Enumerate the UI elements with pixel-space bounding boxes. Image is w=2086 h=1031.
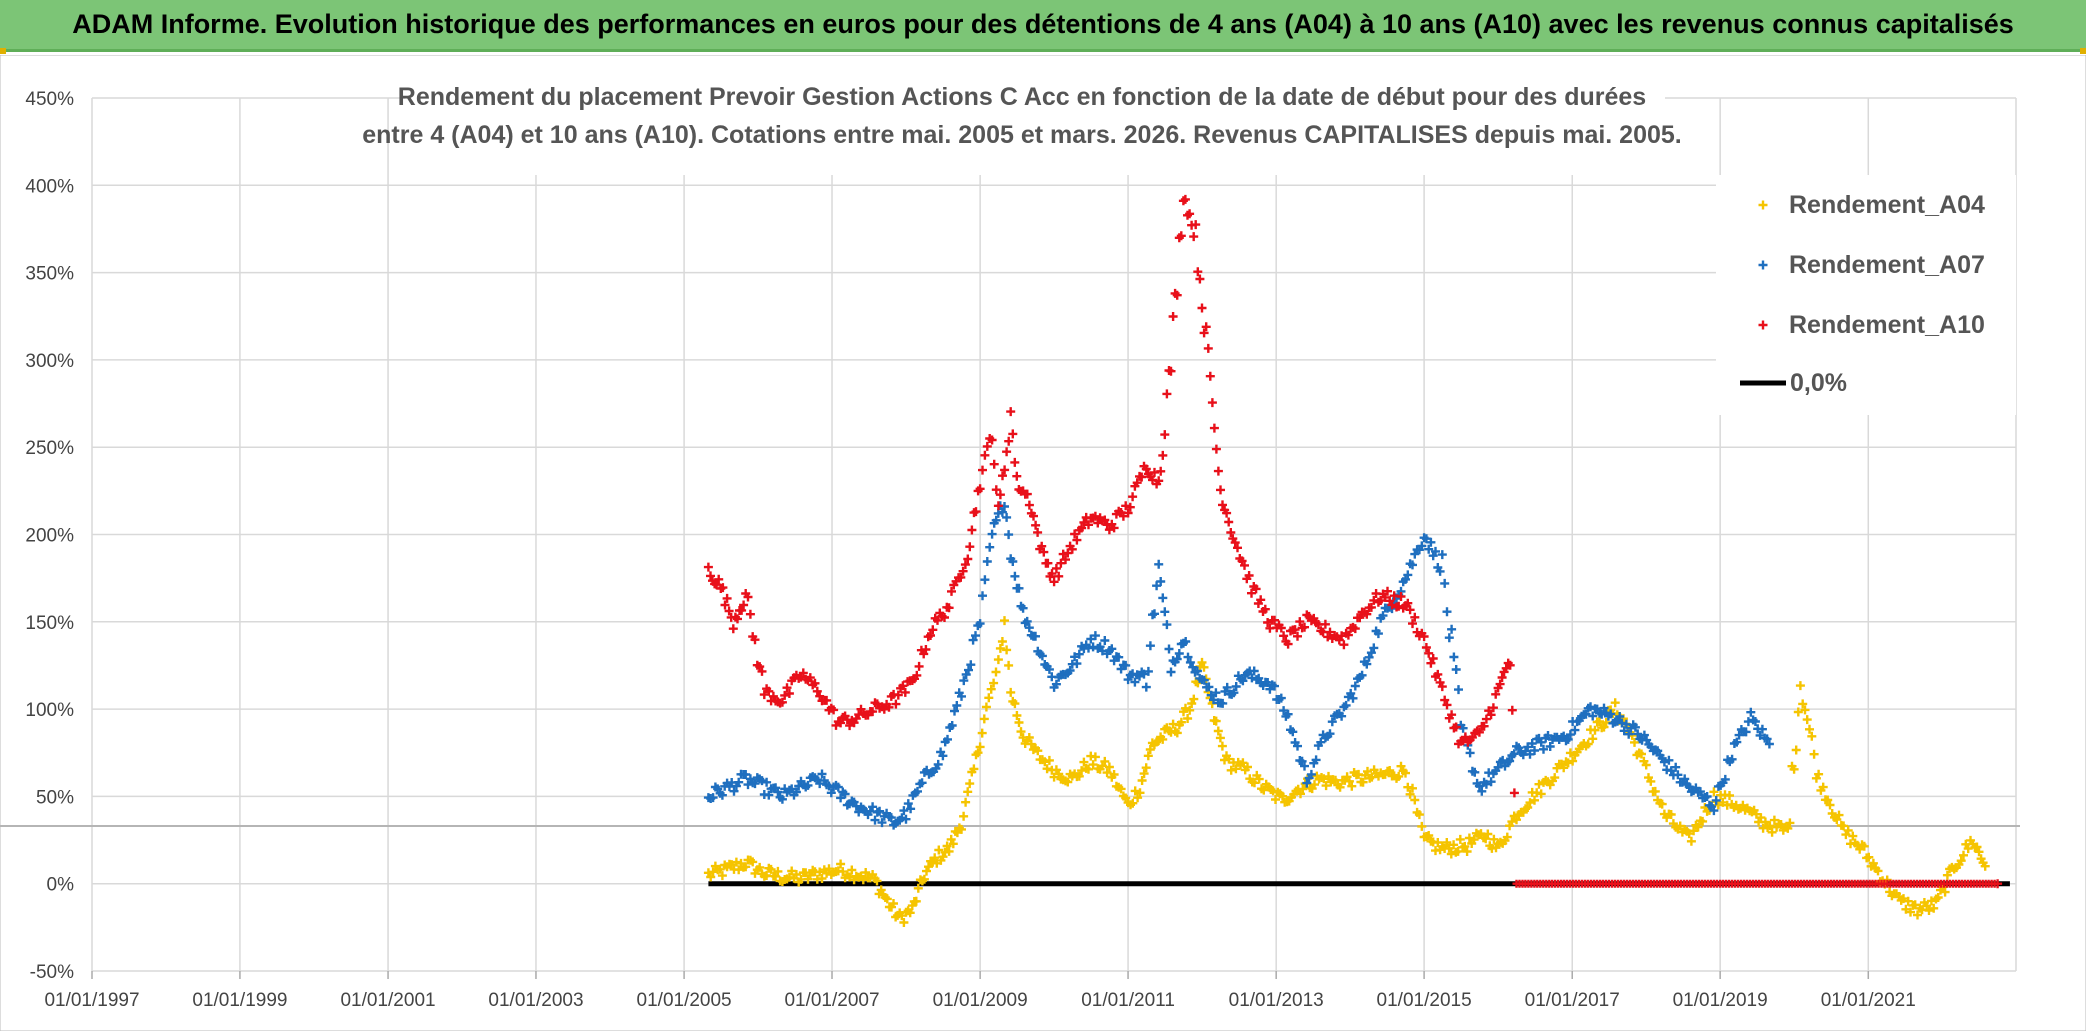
legend-label: 0,0% [1790, 369, 1847, 397]
y-tick-label: 100% [25, 700, 74, 721]
x-axis-tick-labels: 01/01/1997 01/01/1999 01/01/2001 01/01/2003… [44, 990, 1915, 1011]
legend-label: Rendement_A10 [1789, 311, 1985, 339]
x-tick-label: 01/01/2009 [933, 990, 1028, 1011]
report-banner: ADAM Informe. Evolution historique des p… [0, 0, 2086, 52]
report-title: ADAM Informe. Evolution historique des p… [72, 9, 2014, 39]
chart-title-line-2: entre 4 (A04) et 10 ans (A10). Cotations… [362, 121, 1682, 149]
legend-item: 0,0% [1740, 369, 1847, 397]
banner-corner-left [0, 48, 6, 54]
y-tick-label: 350% [25, 264, 74, 285]
legend-label: Rendement_A04 [1789, 191, 1985, 219]
series-rendement-a10 [703, 194, 2003, 889]
x-tick-label: 01/01/1997 [44, 990, 139, 1011]
x-tick-label: 01/01/2015 [1377, 990, 1472, 1011]
y-tick-label: 400% [25, 176, 74, 197]
performance-chart: -50% 0% 50% 100% 150% 200% 250% 300% 350% 400% 450… [0, 55, 2086, 1031]
y-tick-label: 450% [25, 89, 74, 110]
x-tick-label: 01/01/2021 [1821, 990, 1916, 1011]
chart-title-box: Rendement du placement Prevoir Gestion A… [362, 75, 1682, 175]
y-tick-label: -50% [30, 962, 74, 983]
x-tick-label: 01/01/2007 [784, 990, 879, 1011]
x-tick-label: 01/01/2013 [1229, 990, 1324, 1011]
y-tick-label: 50% [36, 787, 74, 808]
x-tick-label: 01/01/2011 [1081, 990, 1175, 1011]
x-tick-label: 01/01/2019 [1673, 990, 1768, 1011]
y-tick-label: 300% [25, 351, 74, 372]
y-tick-label: 0% [47, 875, 75, 896]
series-rendement-a04 [703, 616, 1990, 927]
y-axis-tick-labels: -50% 0% 50% 100% 150% 200% 250% 300% 350% 400% 450… [25, 89, 74, 983]
y-tick-label: 200% [25, 526, 74, 547]
x-tick-label: 01/01/2003 [488, 990, 583, 1011]
banner-corner-right [2080, 48, 2086, 54]
y-tick-label: 150% [25, 613, 74, 634]
x-tick-label: 01/01/2005 [637, 990, 732, 1011]
series-layer [703, 194, 2010, 927]
legend-item: Rendement_A10 [1758, 311, 1985, 339]
x-tick-label: 01/01/2001 [340, 990, 435, 1011]
legend-label: Rendement_A07 [1789, 251, 1985, 279]
x-tick-label: 01/01/1999 [192, 990, 287, 1011]
legend-item: Rendement_A07 [1758, 251, 1985, 279]
chart-title-line-1: Rendement du placement Prevoir Gestion A… [398, 83, 1646, 111]
x-tick-label: 01/01/2017 [1525, 990, 1620, 1011]
legend-item: Rendement_A04 [1758, 191, 1985, 219]
series-rendement-a07 [703, 501, 1774, 830]
y-tick-label: 250% [25, 438, 74, 459]
chart-legend: Rendement_A04 Rendement_A07 Rendement_A10 0… [1716, 175, 2016, 415]
